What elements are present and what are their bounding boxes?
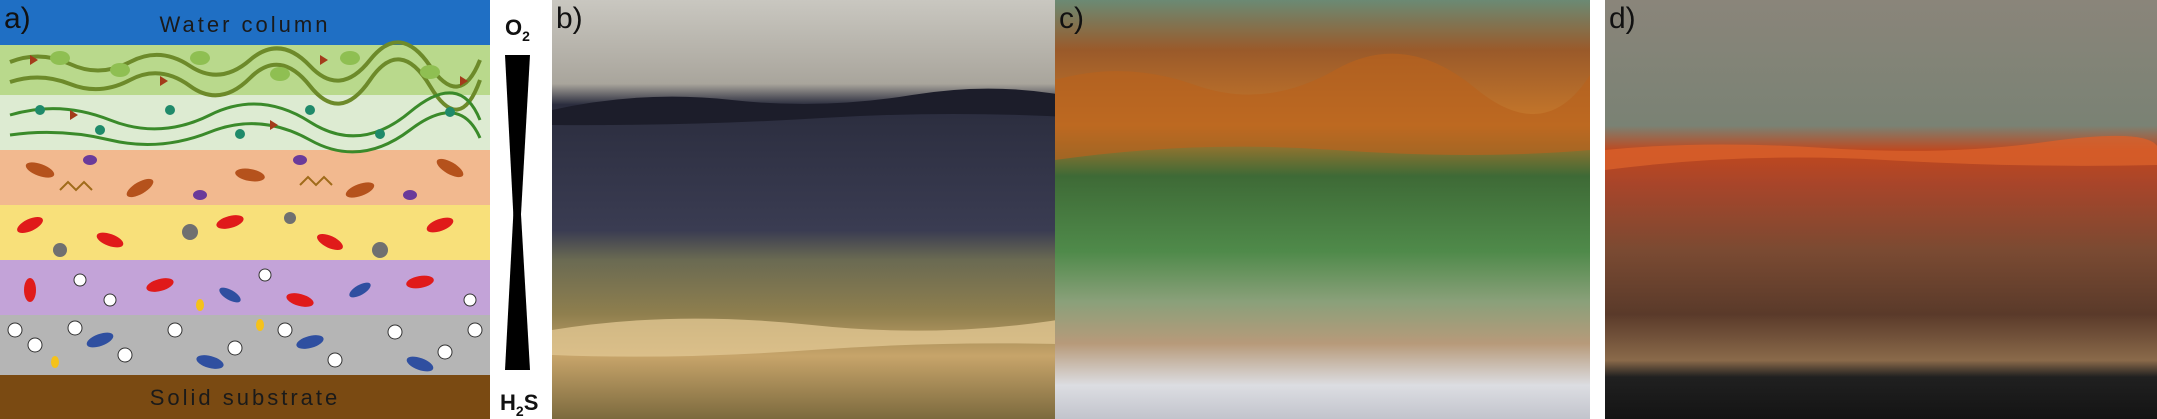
sulfide-gradient-wedge	[505, 145, 530, 370]
mat-photo-c	[1055, 0, 1590, 419]
panel-c-label: c)	[1059, 2, 1084, 35]
layer-purple	[0, 260, 490, 315]
solid-substrate-layer	[0, 375, 490, 419]
layer-yellow	[0, 205, 490, 260]
sulfide-label: H2S	[500, 390, 538, 419]
water-column-text: Water column	[160, 12, 331, 37]
layer3-microbes	[25, 155, 464, 200]
layer1-microbes	[9, 40, 482, 112]
panel-a-label: a)	[4, 2, 31, 35]
layer6-microbes	[7, 319, 483, 372]
panel-b-label: b)	[556, 2, 583, 35]
layer2-microbes	[9, 91, 482, 154]
water-column-layer	[0, 0, 490, 45]
microbial-mat-diagram: Water column Solid substrate	[0, 0, 538, 419]
panel-d-photo: d)	[1605, 0, 2157, 419]
layer5-microbes	[24, 268, 477, 311]
panel-d-label: d)	[1609, 2, 1636, 35]
solid-substrate-text: Solid substrate	[150, 385, 341, 410]
oxygen-label: O2	[505, 15, 530, 44]
layer4-microbes	[17, 212, 454, 258]
panel-a-diagram: a) Water column Solid substrate	[0, 0, 540, 419]
mat-photo-b	[552, 0, 1087, 419]
mat-photo-d	[1605, 0, 2157, 419]
panel-c-photo: c)	[1055, 0, 1590, 419]
panel-b-photo: b)	[552, 0, 1087, 419]
